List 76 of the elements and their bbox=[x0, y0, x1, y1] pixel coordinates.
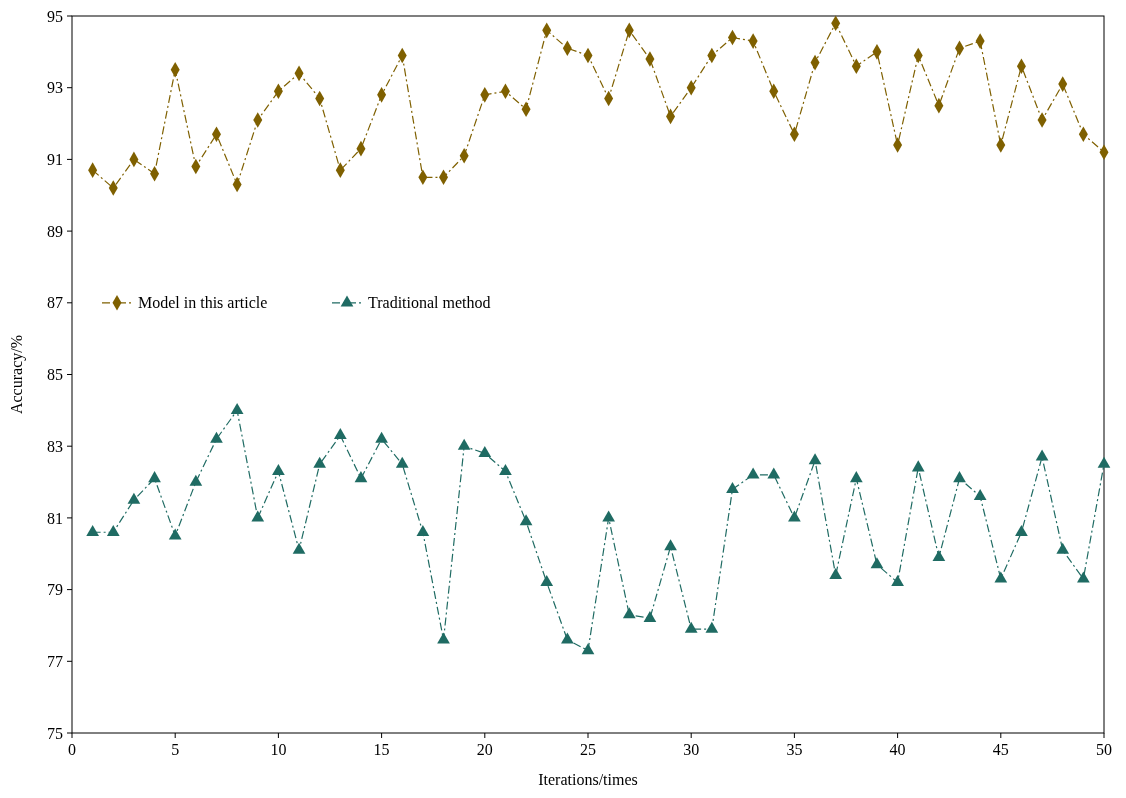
point bbox=[994, 571, 1008, 583]
point bbox=[148, 471, 161, 483]
y-axis-title: Accuracy/% bbox=[8, 334, 26, 415]
point bbox=[457, 438, 471, 450]
y-tick-label: 87 bbox=[47, 294, 63, 312]
point bbox=[1015, 524, 1028, 536]
point bbox=[519, 514, 533, 526]
point bbox=[849, 471, 863, 483]
y-tick-label: 75 bbox=[47, 724, 63, 742]
point bbox=[911, 460, 925, 472]
point bbox=[292, 542, 306, 554]
point bbox=[808, 453, 822, 465]
point bbox=[210, 431, 223, 443]
x-tick-label: 30 bbox=[683, 741, 700, 758]
y-tick-label: 79 bbox=[47, 581, 63, 599]
x-tick-label: 50 bbox=[1096, 741, 1112, 758]
y-tick-label: 77 bbox=[47, 652, 63, 670]
x-tick-label: 15 bbox=[373, 741, 390, 758]
point bbox=[1077, 571, 1090, 583]
point bbox=[437, 632, 450, 644]
point bbox=[705, 621, 719, 633]
point bbox=[788, 510, 801, 522]
x-tick-label: 5 bbox=[171, 741, 180, 758]
point bbox=[932, 549, 946, 562]
point bbox=[767, 467, 781, 479]
point bbox=[375, 431, 388, 443]
x-tick-label: 45 bbox=[992, 741, 1009, 758]
point bbox=[540, 575, 554, 587]
point bbox=[416, 524, 430, 536]
x-tick-label: 20 bbox=[476, 741, 493, 758]
point bbox=[313, 456, 327, 468]
point bbox=[973, 489, 987, 501]
point bbox=[230, 403, 244, 415]
point bbox=[251, 510, 265, 522]
y-tick-label: 81 bbox=[47, 509, 63, 527]
y-tick-label: 89 bbox=[47, 222, 63, 240]
point bbox=[478, 446, 492, 458]
point bbox=[581, 643, 595, 655]
x-tick-label: 40 bbox=[889, 741, 906, 758]
point bbox=[829, 567, 843, 579]
point bbox=[127, 492, 141, 504]
point bbox=[354, 471, 368, 483]
point bbox=[643, 610, 657, 622]
x-tick-label: 25 bbox=[580, 741, 596, 758]
point bbox=[1097, 456, 1111, 468]
point bbox=[664, 539, 677, 551]
point bbox=[106, 524, 120, 536]
point bbox=[189, 474, 203, 486]
point bbox=[333, 428, 347, 440]
point bbox=[1056, 542, 1070, 554]
y-tick-label: 91 bbox=[47, 151, 63, 168]
point bbox=[746, 467, 760, 479]
x-tick-label: 0 bbox=[68, 741, 76, 758]
y-tick-label: 93 bbox=[47, 79, 63, 97]
point bbox=[86, 524, 99, 536]
point bbox=[684, 621, 698, 633]
point bbox=[602, 510, 615, 522]
point bbox=[168, 528, 182, 540]
point bbox=[272, 463, 285, 475]
legend-label: Traditional method bbox=[368, 294, 491, 312]
point bbox=[953, 471, 966, 483]
point bbox=[870, 557, 884, 569]
point bbox=[891, 575, 904, 587]
point bbox=[622, 607, 636, 619]
point bbox=[726, 481, 739, 493]
y-tick-label: 83 bbox=[47, 437, 63, 455]
legend-label: Model in this article bbox=[138, 294, 268, 312]
x-tick-label: 10 bbox=[270, 741, 287, 758]
y-tick-label: 95 bbox=[47, 7, 63, 25]
x-tick-label: 35 bbox=[786, 741, 803, 758]
point bbox=[499, 463, 512, 475]
y-tick-label: 85 bbox=[47, 366, 63, 384]
point bbox=[395, 456, 409, 468]
point bbox=[561, 632, 574, 644]
point bbox=[1035, 449, 1049, 461]
x-axis-title: Iterations/times bbox=[538, 771, 638, 788]
